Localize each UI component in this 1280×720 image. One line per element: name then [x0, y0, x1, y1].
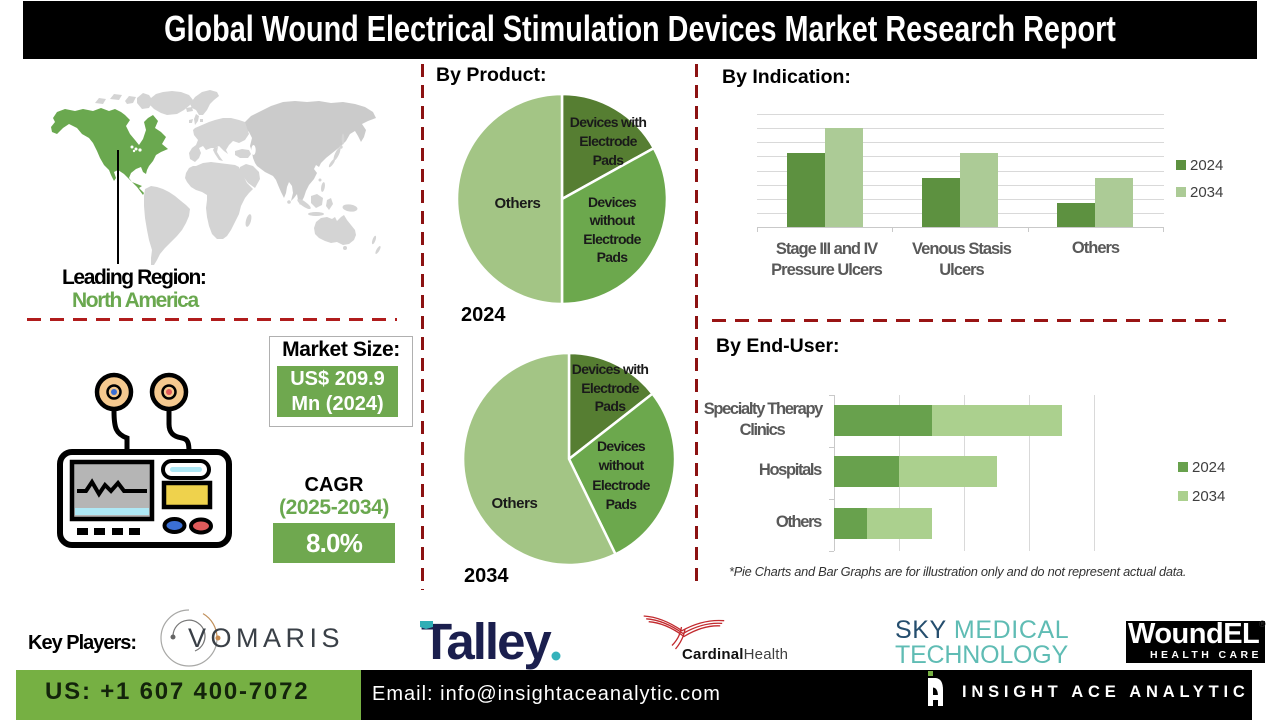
- svg-text:VOMARIS: VOMARIS: [188, 623, 344, 653]
- svg-text:Talley: Talley: [421, 613, 552, 670]
- svg-text:CardinalHealth: CardinalHealth: [682, 646, 788, 663]
